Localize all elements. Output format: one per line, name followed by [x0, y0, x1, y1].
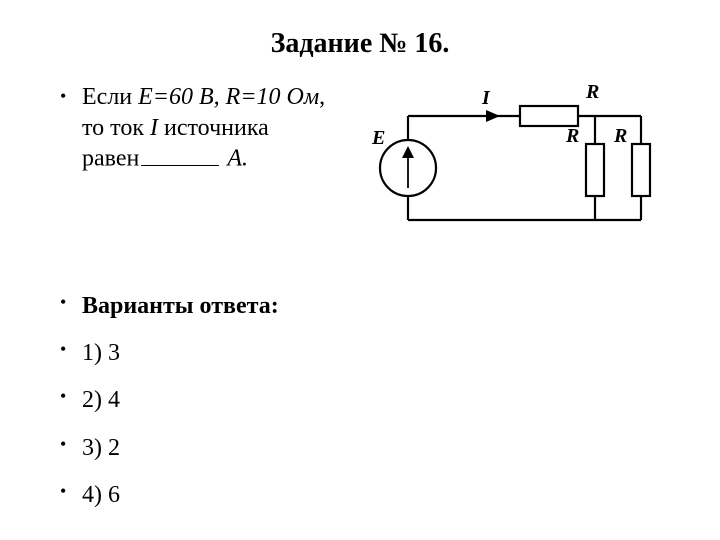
label-R-right: R — [613, 125, 627, 147]
q-line1-suffix: , — [319, 84, 325, 110]
q-line3-prefix: равен — [82, 146, 139, 172]
current-arrow-head — [486, 110, 500, 122]
answer-option: • 4) 6 — [60, 477, 660, 514]
q-line3-unit: А. — [221, 146, 248, 172]
q-line2-mid: источника — [158, 115, 269, 141]
question-text: Если E=60 В, R=10 Ом, то ток I источника… — [82, 82, 362, 175]
bullet-dot: • — [60, 477, 82, 505]
page: Задание № 16. • Если E=60 В, R=10 Ом, то… — [0, 0, 720, 540]
question-bullet: • Если E=60 В, R=10 Ом, то ток I источни… — [60, 82, 362, 175]
label-R-mid: R — [565, 125, 579, 147]
answer-text: 4) 6 — [82, 477, 660, 514]
resistor-right — [632, 144, 650, 196]
q-line2-em: I — [150, 115, 158, 141]
blank-line — [141, 143, 219, 166]
answer-option: • 3) 2 — [60, 430, 660, 467]
bullet-dot: • — [60, 82, 82, 110]
bullet-dot: • — [60, 335, 82, 363]
answers-heading: Варианты ответа: — [82, 288, 660, 325]
q-line1-prefix: Если — [82, 84, 138, 110]
answer-text: 1) 3 — [82, 335, 660, 372]
label-E: E — [371, 127, 385, 149]
resistor-top — [520, 106, 578, 126]
circuit-diagram: E I R R R — [370, 76, 660, 246]
question-row: • Если E=60 В, R=10 Ом, то ток I источни… — [60, 82, 660, 246]
question-block: • Если E=60 В, R=10 Ом, то ток I источни… — [60, 82, 362, 185]
resistor-mid — [586, 144, 604, 196]
q-line1-em: E=60 В, R=10 Ом — [138, 84, 319, 110]
bullet-dot: • — [60, 430, 82, 458]
answer-option: • 2) 4 — [60, 382, 660, 419]
answers-block: • Варианты ответа: • 1) 3 • 2) 4 • 3) 2 … — [60, 288, 660, 514]
circuit-svg: E I R R R — [370, 76, 660, 246]
page-title: Задание № 16. — [60, 28, 660, 60]
q-line2-prefix: то ток — [82, 115, 150, 141]
answer-text: 3) 2 — [82, 430, 660, 467]
label-I: I — [481, 87, 491, 109]
label-R-top: R — [585, 81, 599, 103]
source-arrow-head — [402, 146, 414, 158]
answer-text: 2) 4 — [82, 382, 660, 419]
bullet-dot: • — [60, 382, 82, 410]
answers-heading-line: • Варианты ответа: — [60, 288, 660, 325]
bullet-dot: • — [60, 288, 82, 316]
answer-option: • 1) 3 — [60, 335, 660, 372]
